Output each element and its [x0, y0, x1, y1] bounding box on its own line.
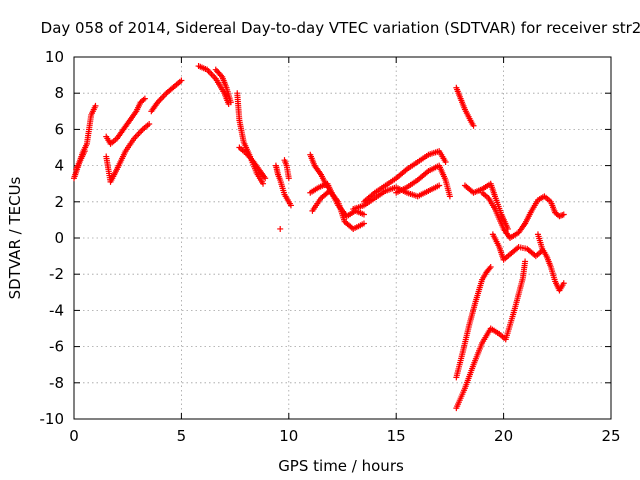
data-point [522, 258, 529, 265]
x-tick-label: 20 [494, 427, 513, 445]
y-tick-label: 2 [54, 193, 64, 211]
data-point [360, 220, 367, 227]
series-track-5 [148, 77, 185, 115]
data-point [285, 175, 292, 182]
x-tick-label: 10 [279, 427, 298, 445]
series-track-3 [103, 95, 148, 147]
series-track-4 [103, 120, 153, 185]
data-point [260, 180, 267, 187]
data-point [486, 265, 493, 272]
data-point [92, 102, 99, 109]
series-track-8 [234, 90, 267, 187]
y-tick-label: -6 [49, 338, 64, 356]
data-point [227, 99, 234, 106]
chart-title: Day 058 of 2014, Sidereal Day-to-day VTE… [41, 19, 640, 37]
data-point [178, 77, 185, 84]
data-point [81, 148, 88, 155]
x-tick-label: 5 [177, 427, 187, 445]
y-tick-label: -4 [49, 301, 64, 319]
data-point [436, 182, 443, 189]
series-track-24 [534, 231, 567, 294]
x-tick-label: 0 [69, 427, 79, 445]
y-tick-label: 10 [45, 48, 64, 66]
data-point [146, 120, 153, 127]
data-point [487, 263, 494, 270]
data-points [71, 63, 567, 412]
series-track-9 [236, 144, 269, 182]
x-axis-label: GPS time / hours [278, 457, 404, 475]
x-tick-label: 25 [601, 427, 620, 445]
y-tick-label: 8 [54, 84, 64, 102]
y-tick-label: 4 [54, 157, 64, 175]
series-track-26 [453, 258, 529, 412]
data-point [560, 280, 567, 287]
series-track-25 [453, 263, 494, 381]
data-point [262, 175, 269, 182]
data-point [360, 211, 367, 218]
y-tick-label: -8 [49, 374, 64, 392]
series-track-15 [309, 187, 367, 232]
data-point [277, 225, 284, 232]
y-tick-label: -10 [40, 410, 65, 428]
plot-frame [73, 56, 612, 420]
series-track-19 [453, 84, 477, 129]
data-point [446, 193, 453, 200]
series-track-2 [73, 148, 88, 173]
series-track-12 [277, 225, 284, 232]
series-track-22 [489, 231, 546, 263]
series-track-18 [393, 162, 453, 200]
series-track-7 [212, 66, 234, 106]
series-track-21 [479, 189, 529, 241]
y-tick-label: 0 [54, 229, 64, 247]
series-track-23 [522, 193, 567, 227]
data-point [470, 122, 477, 129]
data-point [141, 95, 148, 102]
data-point [559, 212, 566, 219]
data-point [287, 202, 294, 209]
data-point [442, 158, 449, 165]
series-track-17 [360, 148, 449, 205]
y-tick-label: 6 [54, 120, 64, 138]
x-tick-label: 15 [387, 427, 406, 445]
y-axis-label: SDTVAR / TECUs [6, 176, 24, 299]
data-point [560, 211, 567, 218]
ticks: 0 5 10 15 20 25 -10 -8 -6 -4 -2 0 2 4 6 8 10 [40, 48, 621, 445]
grid [74, 57, 611, 419]
series-track-10 [272, 162, 294, 209]
y-tick-label: -2 [49, 265, 64, 283]
series-track-11 [281, 157, 292, 182]
series-track-20 [461, 180, 511, 232]
